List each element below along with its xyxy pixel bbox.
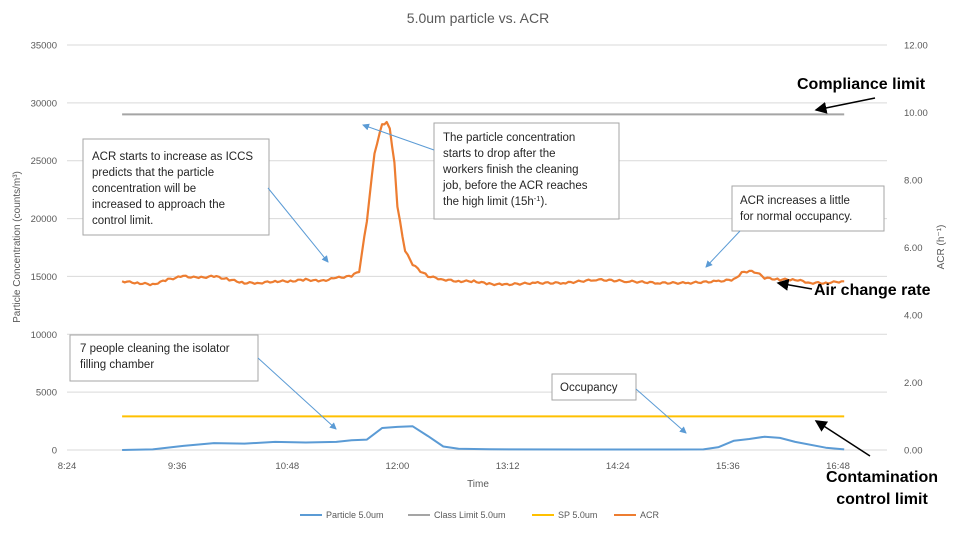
occupancy-note-box bbox=[551, 373, 637, 401]
x-tick-label: 10:48 bbox=[275, 461, 299, 472]
y-axis-title: Particle Concentration (counts/m³) bbox=[12, 171, 23, 323]
normal-occupancy-note-box bbox=[731, 185, 885, 232]
legend-label-particle-5-0um: Particle 5.0um bbox=[326, 510, 384, 520]
acr-increase-note-box bbox=[82, 138, 270, 236]
occupancy-arrow bbox=[635, 388, 687, 434]
contamination-limit-label-2: control limit bbox=[836, 491, 928, 508]
cleaning-note-box bbox=[69, 334, 259, 382]
y-tick-label: 20000 bbox=[31, 214, 57, 225]
annotations: ACR starts to increase as ICCS predicts … bbox=[69, 97, 885, 457]
occupancy-note-text: Occupancy bbox=[560, 382, 618, 394]
y2-axis-title: ACR (h⁻¹) bbox=[936, 225, 947, 270]
x-tick-label: 15:36 bbox=[716, 461, 740, 472]
y-tick-label: 5000 bbox=[36, 388, 57, 399]
y2-tick-label: 12.00 bbox=[904, 41, 928, 52]
contamination-arrow bbox=[814, 420, 871, 457]
particle-drop-note-text: The particle concentration starts to dro… bbox=[442, 132, 591, 208]
acr-increase-arrow bbox=[267, 187, 329, 263]
normal-occupancy-arrow bbox=[705, 230, 741, 268]
y2-tick-label: 0.00 bbox=[904, 446, 923, 457]
legend-label-acr: ACR bbox=[640, 510, 660, 520]
x-axis-title: Time bbox=[467, 479, 489, 490]
legend-label-class-limit-5-0um: Class Limit 5.0um bbox=[434, 510, 506, 520]
compliance-arrow bbox=[814, 97, 876, 114]
legend: Particle 5.0um Class Limit 5.0um SP 5.0um A… bbox=[300, 510, 660, 520]
series-layer bbox=[121, 113, 845, 451]
compliance-limit-label: Compliance limit bbox=[797, 76, 926, 93]
legend-label-sp-5-0um: SP 5.0um bbox=[558, 510, 597, 520]
y2-tick-label: 4.00 bbox=[904, 311, 923, 322]
chart-title: 5.0um particle vs. ACR bbox=[407, 10, 549, 26]
gridlines bbox=[67, 44, 887, 451]
y-tick-label: 10000 bbox=[31, 330, 57, 341]
series-line-particle-5-0um bbox=[122, 425, 845, 451]
cleaning-arrow bbox=[257, 357, 337, 430]
cleaning-note-text: 7 people cleaning the isolator filling c… bbox=[80, 343, 233, 371]
x-tick-label: 12:00 bbox=[386, 461, 410, 472]
normal-occupancy-note-text: ACR increases a little for normal occupa… bbox=[740, 195, 853, 223]
x-tick-label: 8:24 bbox=[58, 461, 77, 472]
x-axis: 8:24 9:36 10:48 12:00 13:12 14:24 15:36 16:48 bbox=[58, 461, 850, 472]
series-line-acr bbox=[121, 120, 845, 287]
contamination-limit-label-1: Contamination bbox=[826, 469, 938, 486]
y2-tick-label: 8.00 bbox=[904, 176, 923, 187]
y-tick-label: 30000 bbox=[31, 98, 57, 109]
x-tick-label: 13:12 bbox=[496, 461, 520, 472]
particle-drop-note-box bbox=[433, 122, 620, 220]
x-tick-label: 16:48 bbox=[826, 461, 850, 472]
y-tick-label: 35000 bbox=[31, 41, 57, 52]
y-axis-left: 0 5000 10000 15000 20000 25000 30000 35000 bbox=[31, 41, 57, 457]
y-tick-label: 0 bbox=[52, 446, 57, 457]
y2-tick-label: 10.00 bbox=[904, 108, 928, 119]
y2-tick-label: 2.00 bbox=[904, 378, 923, 389]
y2-tick-label: 6.00 bbox=[904, 243, 923, 254]
air-change-rate-label: Air change rate bbox=[814, 282, 931, 299]
y-tick-label: 15000 bbox=[31, 272, 57, 283]
y-axis-right: 0.00 2.00 4.00 6.00 8.00 10.00 12.00 bbox=[904, 41, 928, 457]
acr-increase-note-text: ACR starts to increase as ICCS predicts … bbox=[92, 151, 256, 227]
particle-drop-arrow bbox=[362, 123, 435, 151]
y-tick-label: 25000 bbox=[31, 156, 57, 167]
x-tick-label: 9:36 bbox=[168, 461, 187, 472]
acr-label-arrow bbox=[776, 278, 813, 291]
x-tick-label: 14:24 bbox=[606, 461, 630, 472]
